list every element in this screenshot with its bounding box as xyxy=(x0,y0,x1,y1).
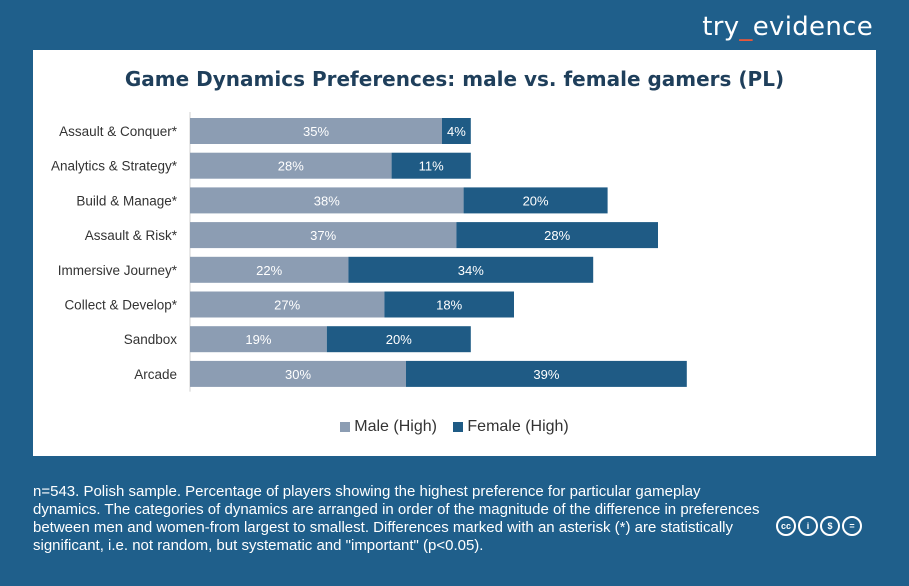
bar-male xyxy=(190,360,406,387)
category-label: Immersive Journey* xyxy=(58,263,178,278)
bar-male xyxy=(190,152,392,179)
legend-label-female: Female (High) xyxy=(467,418,569,435)
data-label: 19% xyxy=(245,332,271,347)
category-label: Assault & Conquer* xyxy=(59,124,178,139)
bar-male xyxy=(190,291,385,318)
legend-item-female: Female (High) xyxy=(453,418,569,436)
bar-female xyxy=(406,360,687,387)
nd-icon: = xyxy=(842,516,862,536)
data-label: 18% xyxy=(436,298,462,313)
data-label: 30% xyxy=(285,367,311,382)
data-label: 34% xyxy=(458,263,484,278)
category-label: Build & Manage* xyxy=(76,193,177,208)
category-label: Sandbox xyxy=(124,332,178,347)
bar-female xyxy=(442,118,471,144)
data-label: 20% xyxy=(523,193,549,208)
legend-swatch-male xyxy=(340,422,351,432)
bar-female xyxy=(456,222,658,249)
data-label: 27% xyxy=(274,298,300,313)
legend-item-male: Male (High) xyxy=(340,418,437,436)
category-label: Assault & Risk* xyxy=(85,228,178,243)
data-label: 35% xyxy=(303,124,329,139)
bar-female xyxy=(463,187,608,214)
category-label: Collect & Develop* xyxy=(64,298,177,313)
bar-male xyxy=(190,187,464,214)
category-label: Analytics & Strategy* xyxy=(51,159,178,174)
bar-male xyxy=(190,222,457,249)
footnote: n=543. Polish sample. Percentage of play… xyxy=(33,483,760,554)
data-label: 28% xyxy=(278,159,304,174)
brand-logo: try_evidence xyxy=(702,12,873,42)
data-label: 22% xyxy=(256,263,282,278)
data-label: 28% xyxy=(544,228,570,243)
data-label: 11% xyxy=(419,159,444,174)
category-label: Arcade xyxy=(134,367,177,382)
bar-male xyxy=(190,326,327,353)
nc-icon: $ xyxy=(820,516,840,536)
bar-female xyxy=(348,256,594,283)
chart-title: Game Dynamics Preferences: male vs. fema… xyxy=(124,67,785,91)
legend-swatch-female xyxy=(453,422,464,432)
chart-legend: Male (High) Female (High) xyxy=(33,418,876,437)
data-label: 39% xyxy=(533,367,559,382)
cc-icon: cc xyxy=(776,516,796,536)
bar-female xyxy=(384,291,514,318)
bar-female xyxy=(391,152,471,179)
bar-male xyxy=(190,118,442,144)
legend-label-male: Male (High) xyxy=(354,418,437,435)
data-label: 38% xyxy=(314,193,340,208)
bar-chart: Assault & Conquer* 35% 4% Analytics & Strat… xyxy=(51,112,687,392)
data-label: 20% xyxy=(386,332,412,347)
data-label: 37% xyxy=(310,228,336,243)
by-icon: i xyxy=(798,516,818,536)
bar-female xyxy=(326,326,471,353)
bar-male xyxy=(190,256,349,283)
data-label: 4% xyxy=(447,124,466,139)
license-icons: cc i $ = xyxy=(776,516,862,536)
chart-panel: Game Dynamics Preferences: male vs. fema… xyxy=(33,50,876,456)
